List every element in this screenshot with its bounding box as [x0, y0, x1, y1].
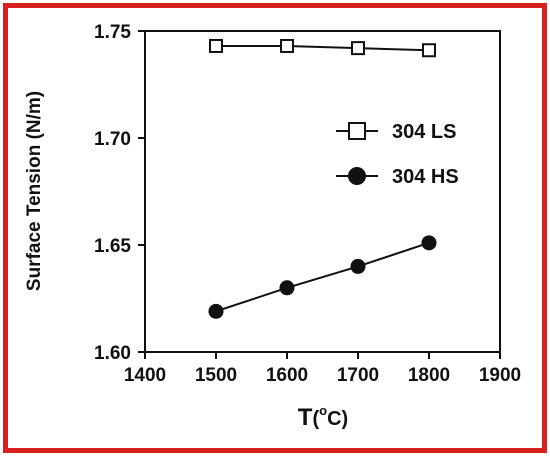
x-tick-label: 1700 — [337, 365, 379, 386]
data-point-ls-1 — [280, 38, 294, 53]
x-axis-unit-degree: o — [319, 403, 327, 418]
x-axis-symbol: T — [298, 404, 313, 431]
red-frame — [3, 3, 547, 453]
data-point-hs-1 — [279, 280, 295, 296]
legend-marker-ls — [348, 122, 366, 140]
series-line-1 — [215, 241, 430, 313]
legend-label-ls: 304 LS — [392, 121, 456, 143]
y-tick-label: 1.70 — [94, 129, 131, 150]
data-point-hs-2 — [350, 258, 366, 274]
data-point-hs-0 — [208, 303, 224, 319]
plot-area — [144, 30, 501, 353]
series-line-0 — [216, 44, 430, 52]
x-axis-unit-open: ( — [312, 408, 319, 430]
data-point-ls-3 — [422, 43, 436, 58]
x-axis-title: T(oC) — [298, 403, 348, 431]
y-axis-title: Surface Tension (N/m) — [24, 91, 45, 291]
x-axis-unit-close: C) — [327, 408, 348, 430]
y-tick-label: 1.60 — [94, 343, 131, 364]
legend-label-hs: 304 HS — [392, 166, 459, 188]
x-tick-label: 1800 — [408, 365, 450, 386]
ticks: 1400 1500 1600 1700 1800 1900 1.60 1.65 1.70 1.75 — [94, 22, 521, 386]
legend-marker-hs — [348, 167, 366, 185]
y-tick-label: 1.65 — [94, 236, 131, 257]
x-tick-label: 1400 — [124, 365, 166, 386]
x-tick-label: 1900 — [479, 365, 521, 386]
data-point-ls-2 — [351, 41, 365, 56]
y-tick-label: 1.75 — [94, 22, 131, 43]
x-tick-label: 1500 — [195, 365, 237, 386]
data-point-ls-0 — [209, 38, 223, 53]
data-point-hs-3 — [421, 235, 437, 251]
x-tick-label: 1600 — [266, 365, 308, 386]
legend: 304 LS 304 HS — [336, 121, 459, 188]
series-layer — [208, 38, 437, 319]
